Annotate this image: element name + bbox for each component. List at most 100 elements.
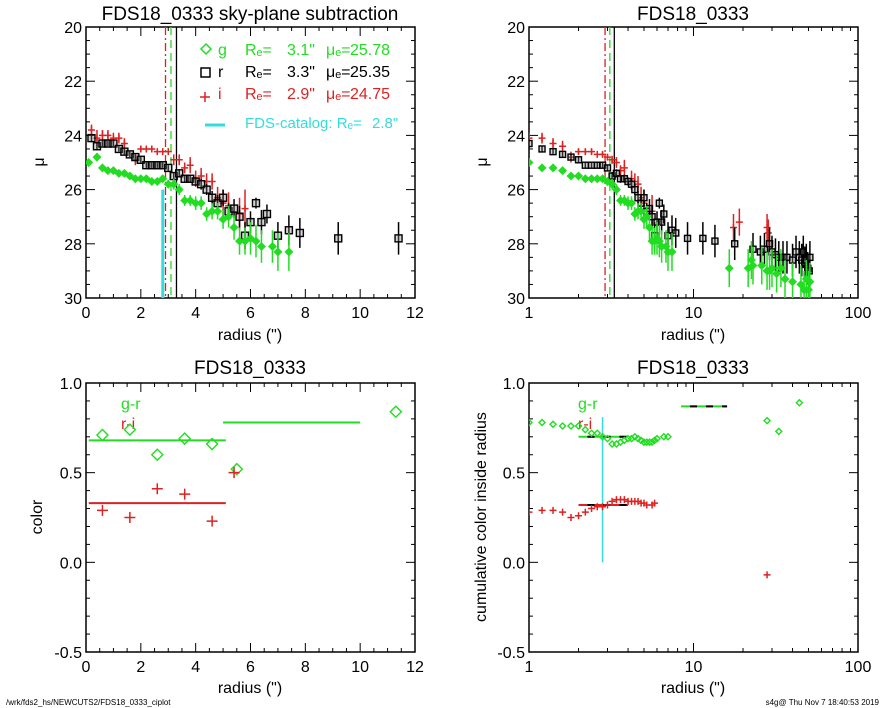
x-tick-label: 12	[406, 305, 424, 322]
data-point-diamond	[224, 212, 234, 222]
data-point-square	[125, 150, 135, 159]
y-tick-label: 1.0	[60, 376, 82, 393]
data-point-square	[683, 234, 692, 243]
data-point-square	[612, 169, 621, 178]
data-point-diamond	[566, 171, 576, 181]
data-point-diamond	[92, 152, 102, 162]
data-point-square	[631, 185, 639, 194]
data-point-plus	[735, 218, 743, 226]
data-point-square	[334, 234, 343, 243]
data-point-diamond	[108, 166, 118, 176]
data-point-diamond	[256, 242, 266, 251]
data-point-square	[202, 185, 211, 194]
data-point-square	[788, 256, 797, 264]
data-point-square	[114, 144, 124, 154]
y-tick-label: 30	[507, 291, 525, 308]
data-point-square	[251, 198, 261, 208]
data-point-diamond	[767, 263, 777, 273]
data-point-diamond	[650, 436, 659, 445]
legend-catalog-label: FDS-catalog: Rₑ=	[245, 115, 362, 132]
legend-band-label: i	[218, 86, 222, 103]
data-point-square	[175, 169, 184, 178]
data-point-diamond	[548, 163, 558, 173]
data-point-diamond	[389, 405, 403, 419]
data-point-square	[660, 210, 668, 218]
panel-cumulative-color-log: FDS18_0333 radius (") cumulative color i…	[473, 358, 871, 697]
data-point-plus	[241, 205, 249, 213]
data-point-plus	[549, 140, 557, 148]
data-point-diamond	[805, 277, 815, 287]
data-point-square	[103, 139, 113, 148]
data-point-diamond	[273, 247, 283, 257]
data-point-square	[593, 161, 601, 169]
data-point-square	[98, 139, 107, 148]
data-point-diamond	[780, 274, 790, 284]
data-point-square	[538, 145, 546, 153]
data-point-diamond	[229, 223, 239, 233]
data-point-square	[284, 226, 294, 235]
data-point-square	[185, 174, 195, 183]
data-point-square	[657, 218, 666, 226]
panel-profile-log: FDS18_0333 radius (") μ 1 10 100 20 22 24 26 28…	[474, 4, 871, 344]
footer-timestamp: s4g@ Thu Nov 7 18:40:53 2019	[766, 698, 880, 707]
x-axis-label: radius (")	[218, 680, 282, 697]
data-point-plus	[175, 156, 183, 164]
data-point-square	[558, 150, 567, 159]
data-point-diamond	[152, 176, 162, 186]
legend-re-value: 3.1"	[287, 42, 315, 59]
y-tick-label: 1.0	[503, 376, 525, 393]
data-point-diamond	[772, 269, 782, 279]
data-point-square	[207, 193, 217, 202]
y-axis-label: color	[29, 499, 46, 534]
x-tick-label: 1	[525, 305, 534, 322]
y-tick-label: 0.0	[503, 555, 525, 572]
data-point-plus	[608, 497, 616, 505]
data-point-square	[603, 164, 612, 172]
data-point-diamond	[581, 425, 590, 434]
data-point-square	[164, 163, 173, 173]
x-tick-label: 10	[685, 305, 703, 322]
data-point-square	[229, 204, 239, 213]
panel-profile-linear: FDS18_0333 sky-plane subtraction radius …	[31, 4, 424, 344]
data-point-diamond	[642, 438, 651, 447]
data-point-plus	[763, 571, 771, 579]
x-tick-label: 2	[136, 659, 145, 676]
data-point-square	[806, 253, 814, 262]
panel-color-linear: FDS18_0333 radius (") color g-r r-i 0 2 4 6…	[29, 358, 424, 697]
data-point-plus	[87, 126, 95, 134]
x-tick-label: 100	[845, 305, 872, 322]
legend-entry-catalog: FDS-catalog: Rₑ= 2.8"	[205, 115, 398, 132]
data-point-plus	[599, 150, 607, 158]
x-tick-label: 8	[301, 305, 310, 322]
y-axis-label: μ	[31, 157, 48, 166]
data-point-square	[574, 156, 583, 164]
legend-catalog-value: 2.8"	[372, 115, 398, 132]
data-layer	[88, 405, 403, 527]
data-point-square	[196, 179, 206, 189]
legend-re-value: 2.9"	[287, 86, 315, 103]
x-tick-label: 4	[191, 305, 200, 322]
data-point-plus	[603, 501, 611, 509]
data-point-diamond	[644, 223, 654, 233]
data-point-square	[120, 147, 129, 156]
y-axis-label: cumulative color inside radius	[473, 412, 490, 622]
data-point-plus	[104, 131, 112, 139]
y-tick-label: 22	[64, 74, 82, 91]
data-point-square	[295, 228, 305, 238]
data-point-diamond	[158, 174, 168, 184]
legend-re-label: Rₑ=	[245, 42, 272, 59]
y-tick-label: -0.5	[497, 645, 525, 662]
data-point-diamond	[230, 462, 244, 476]
data-point-plus	[764, 229, 772, 237]
legend-mu-value: 25.78	[350, 42, 390, 59]
diamond-marker-icon	[199, 42, 213, 56]
data-point-plus	[96, 504, 108, 516]
legend-re-value: 3.3"	[287, 64, 315, 81]
data-point-square	[567, 153, 575, 161]
y-tick-label: 20	[507, 20, 525, 37]
legend-mu-label: μₑ=	[326, 86, 351, 103]
data-point-plus	[164, 148, 172, 156]
data-point-square	[549, 147, 557, 156]
legend-band-label: g	[218, 42, 227, 59]
data-point-diamond	[97, 163, 107, 173]
